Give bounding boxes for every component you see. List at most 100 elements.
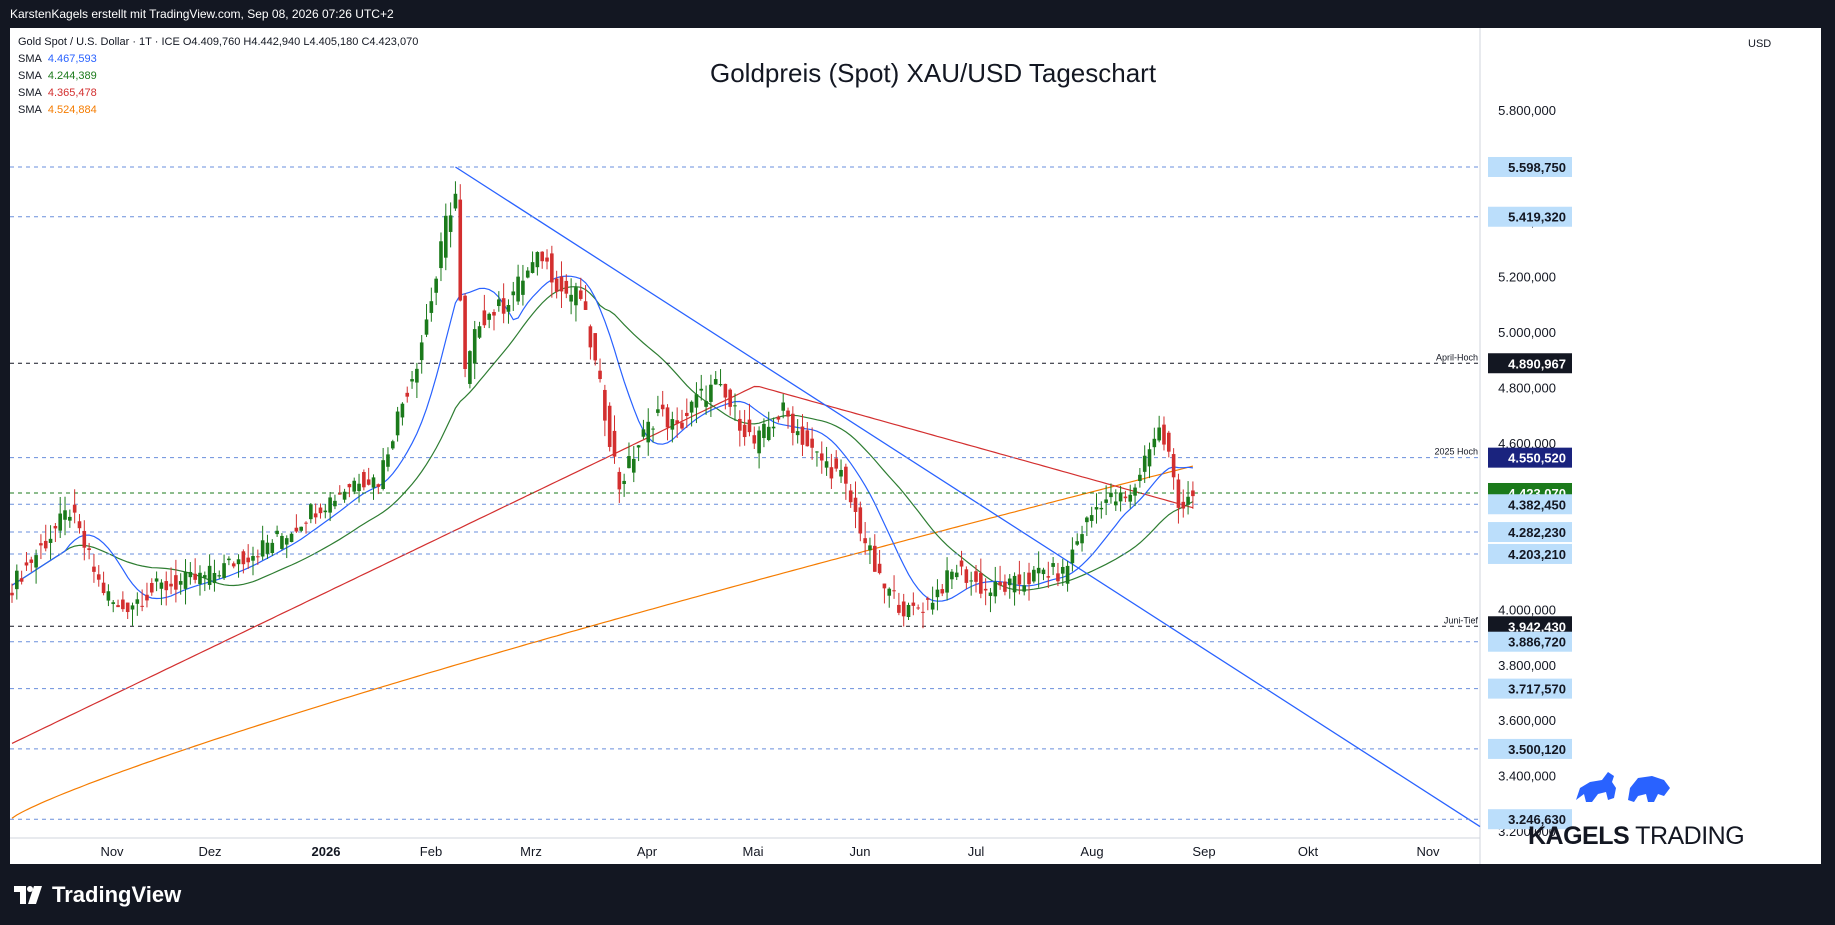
y-tick-label: 3.800,000	[1498, 658, 1556, 673]
candle-body	[776, 416, 781, 420]
legend-sma-50[interactable]: SMA 4.244,389	[18, 68, 418, 85]
candle-body	[135, 599, 140, 604]
candle-body	[236, 559, 241, 565]
candle-body	[685, 412, 689, 417]
price-level-label: 5.419,320	[1508, 210, 1566, 225]
watermark-brand-bold: KAGELS	[1528, 822, 1630, 850]
y-tick-label: 5.800,000	[1498, 103, 1556, 118]
price-level-label: 4.890,967	[1508, 356, 1566, 371]
candle-body	[583, 301, 588, 310]
legend-sma-20[interactable]: SMA 4.467,593	[18, 51, 418, 68]
candle-body	[723, 383, 728, 398]
candle-body	[111, 602, 116, 604]
candle-body	[757, 430, 761, 454]
candle-body	[169, 583, 173, 587]
candle-body	[463, 295, 467, 370]
candle-body	[993, 581, 998, 597]
candle-body	[554, 278, 559, 292]
candle-body	[718, 384, 723, 386]
candle-body	[1186, 496, 1190, 505]
candle-body	[140, 605, 144, 607]
candle-body	[877, 563, 882, 574]
candle-body	[371, 477, 376, 488]
candle-body	[622, 480, 626, 485]
candle-body	[709, 384, 713, 402]
candle-body	[19, 578, 24, 582]
candle-body	[130, 605, 135, 610]
candle-body	[1167, 432, 1171, 452]
candle-body	[786, 410, 790, 417]
y-tick-label: 5.200,000	[1498, 270, 1556, 285]
x-tick-label: 2026	[312, 844, 341, 859]
candle-body	[636, 445, 641, 448]
watermark-brand-light: TRADING	[1629, 822, 1745, 850]
candle-body	[588, 326, 593, 348]
candle-body	[34, 555, 38, 568]
x-tick-label: Nov	[100, 844, 124, 859]
candle-body	[882, 583, 887, 589]
candle-body	[149, 582, 154, 593]
chart-canvas[interactable]: 3.200,0003.400,0003.600,0003.800,0004.00…	[10, 28, 1821, 864]
candle-body	[858, 507, 863, 534]
candle-body	[815, 451, 819, 453]
candle-body	[101, 582, 106, 594]
candle-body	[15, 570, 19, 590]
candle-body	[1181, 501, 1186, 509]
axis-unit-label[interactable]: USD	[1748, 38, 1772, 50]
candle-body	[506, 305, 511, 312]
candle-body	[1162, 424, 1166, 445]
candle-body	[159, 582, 164, 589]
candle-body	[564, 280, 569, 294]
tradingview-logo[interactable]: TradingView	[14, 882, 181, 908]
price-level-note: Juni-Tief	[1444, 615, 1479, 625]
candle-body	[728, 389, 732, 407]
candle-body	[940, 589, 945, 594]
x-tick-label: Nov	[1416, 844, 1440, 859]
candle-body	[164, 581, 169, 591]
candle-body	[198, 572, 202, 585]
candle-body	[1147, 449, 1152, 467]
price-level-tag	[1488, 678, 1572, 699]
candle-body	[217, 575, 222, 577]
candle-body	[1152, 438, 1157, 448]
candle-body	[386, 454, 390, 467]
candle-body	[752, 435, 757, 444]
price-level-label: 4.203,210	[1508, 547, 1566, 562]
x-tick-label: Sep	[1192, 844, 1215, 859]
candle-body	[1007, 578, 1012, 586]
candle-body	[145, 594, 149, 601]
chart-panel[interactable]: 3.200,000 3.400,000 3.600,000 3.800,000 4.00…	[10, 28, 1821, 864]
price-level-tag	[1488, 809, 1572, 830]
candle-body	[362, 472, 366, 488]
candle-body	[82, 530, 87, 548]
candle-body	[511, 291, 516, 296]
legend-sma-label: SMA	[18, 87, 42, 99]
candle-body	[415, 368, 419, 383]
candle-body	[246, 557, 250, 563]
price-level-tag	[1488, 522, 1572, 543]
candle-body	[747, 419, 752, 433]
candle-body	[434, 278, 438, 293]
candle-body	[43, 540, 48, 549]
candle-body	[950, 571, 954, 580]
candle-body	[810, 438, 814, 448]
candle-body	[92, 566, 96, 572]
candle-body	[1003, 581, 1007, 592]
candle-body	[762, 423, 766, 439]
candle-body	[390, 441, 395, 449]
candle-body	[376, 484, 381, 487]
candle-body	[569, 294, 573, 302]
legend-sma-100[interactable]: SMA 4.365,478	[18, 85, 418, 102]
candle-body	[766, 426, 771, 440]
candle-body	[444, 215, 448, 258]
price-level-label: 5.598,750	[1508, 160, 1566, 175]
candle-body	[294, 527, 299, 532]
candle-body	[742, 424, 747, 438]
candle-body	[795, 431, 800, 436]
candle-body	[405, 392, 410, 397]
y-tick-label: 5.000,000	[1498, 325, 1556, 340]
legend-sma-200[interactable]: SMA 4.524,884	[18, 102, 418, 119]
candle-body	[337, 493, 342, 495]
candle-body	[689, 401, 694, 413]
candle-body	[603, 389, 607, 421]
